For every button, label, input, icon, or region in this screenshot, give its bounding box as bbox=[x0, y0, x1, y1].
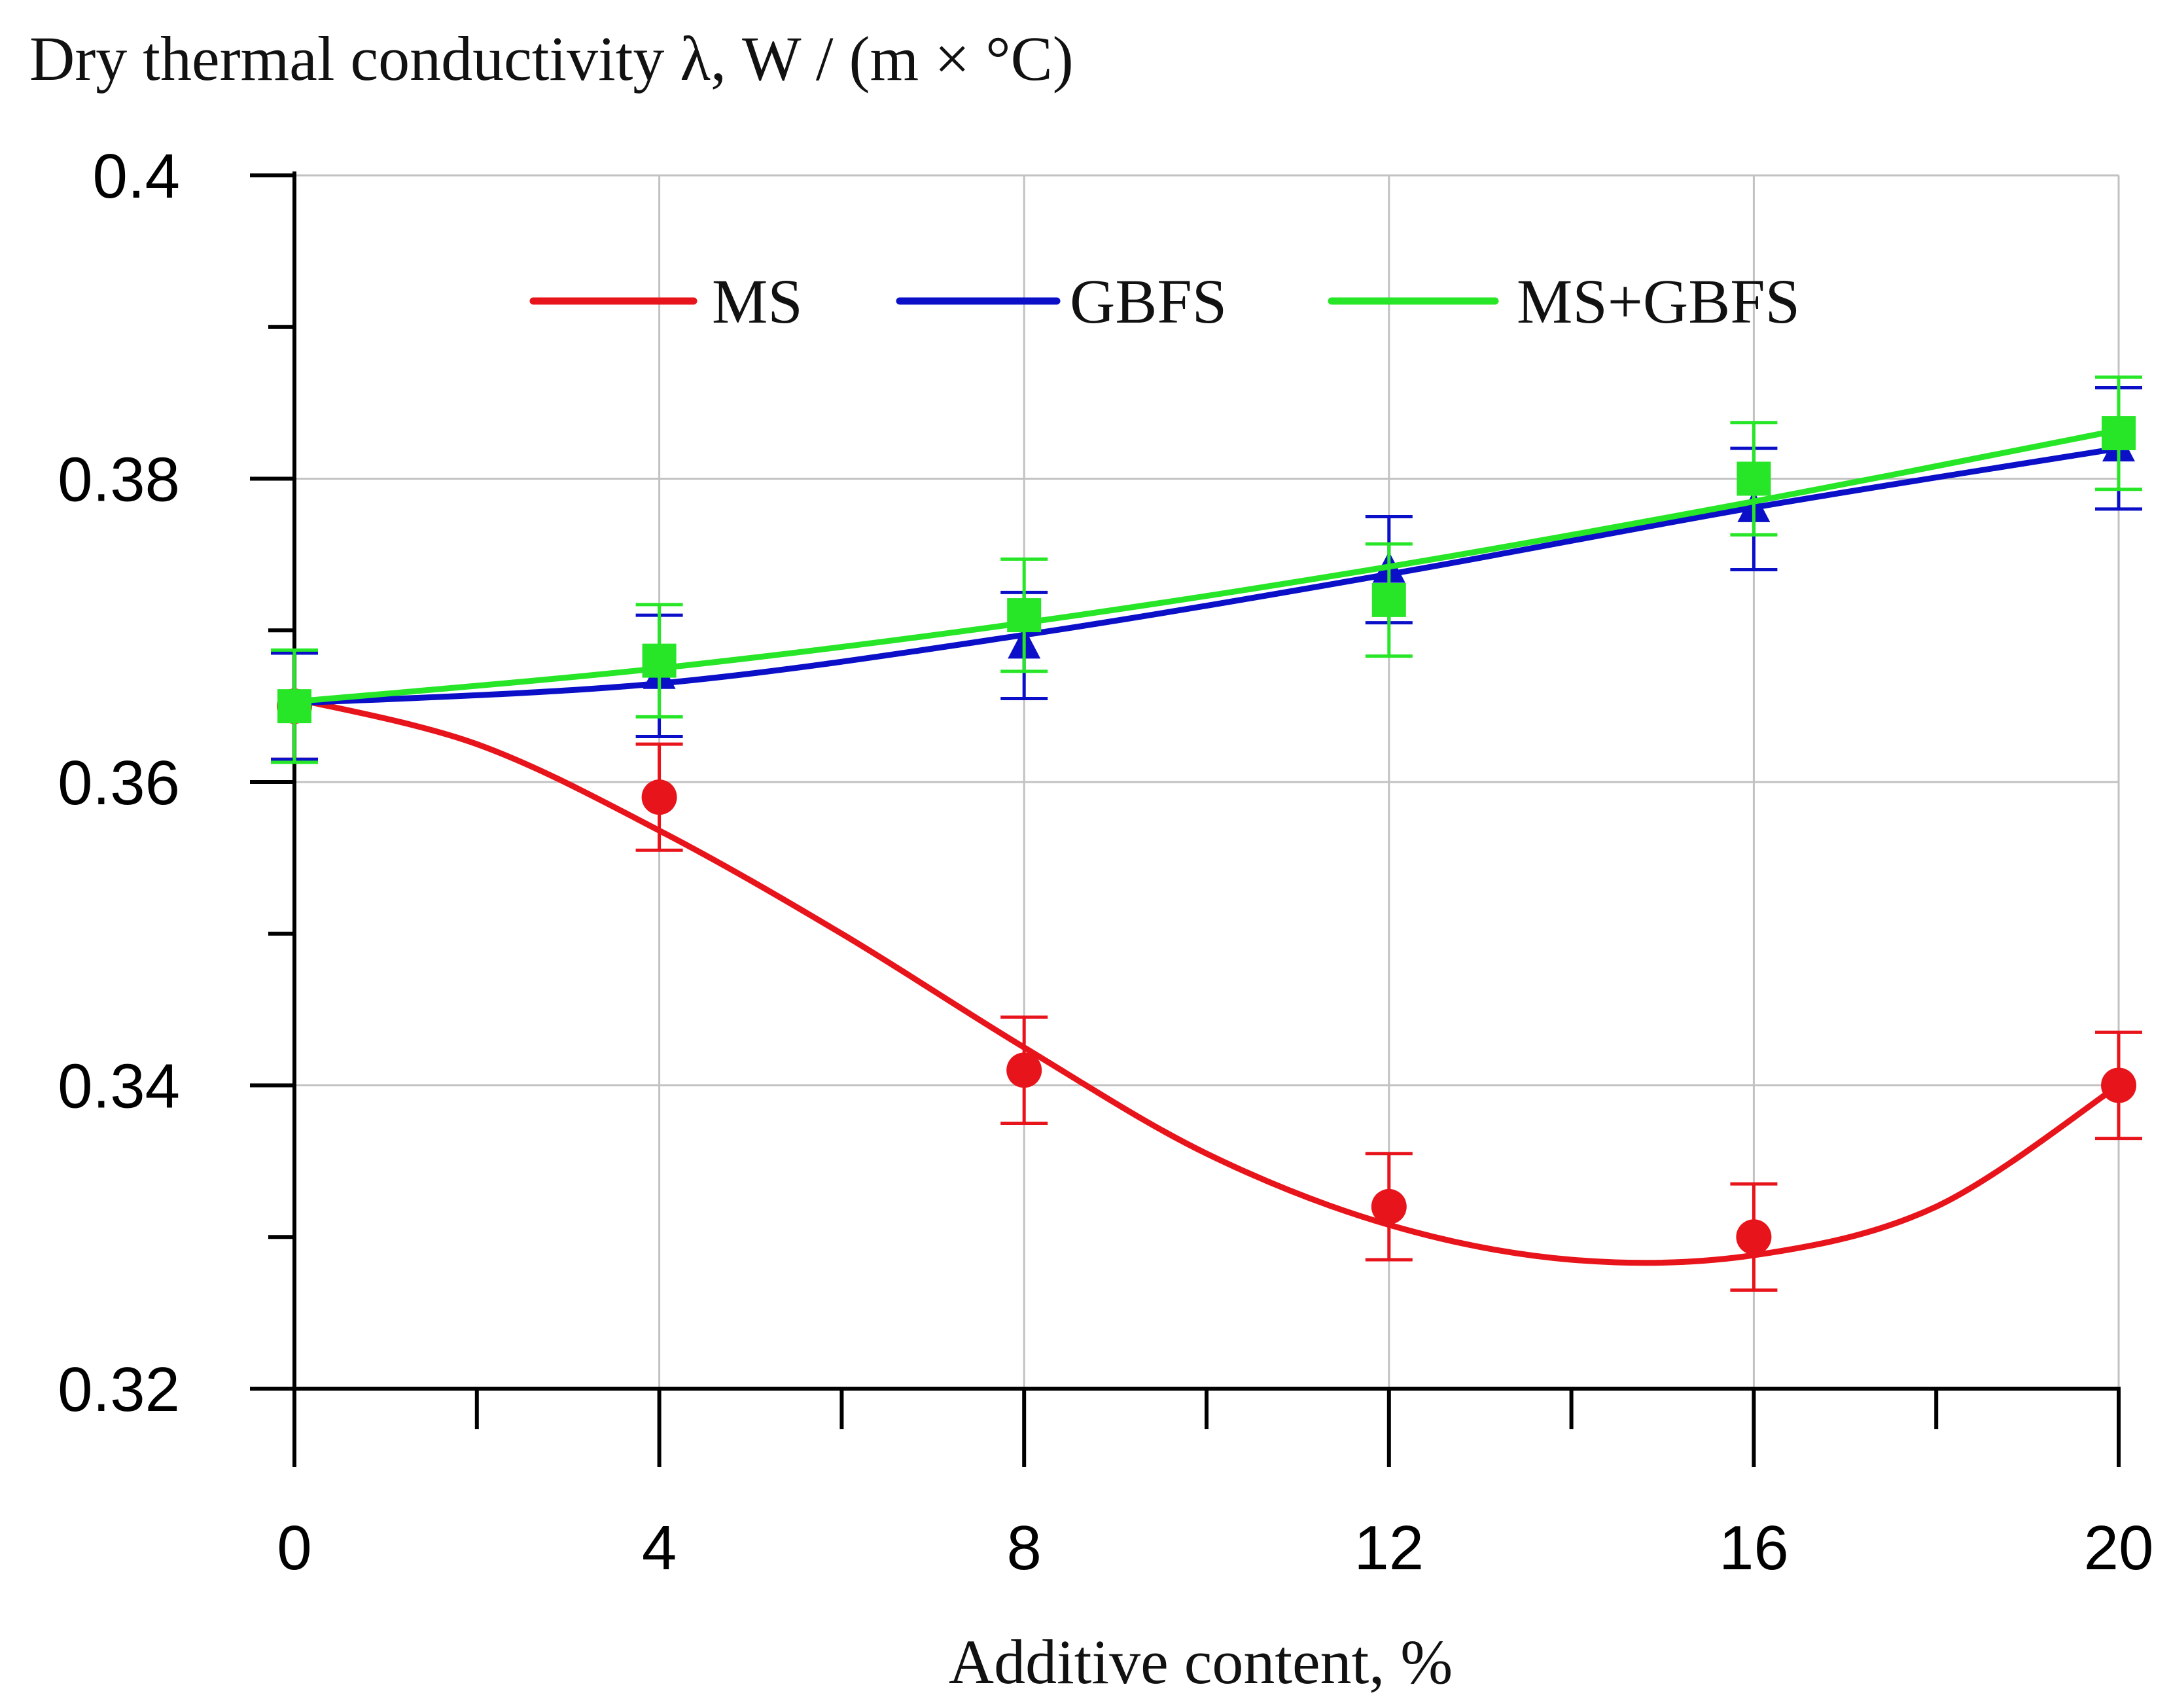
data-point-square bbox=[2102, 416, 2136, 450]
data-point-square bbox=[1371, 582, 1406, 617]
data-point-circle bbox=[1371, 1188, 1407, 1224]
series-line bbox=[291, 445, 2122, 706]
data-point-square bbox=[1007, 598, 1042, 633]
data-point-circle bbox=[1006, 1052, 1042, 1088]
legend-item: GBFS bbox=[896, 266, 1227, 336]
x-tick-label: 16 bbox=[1719, 1513, 1789, 1583]
series-gbfs bbox=[271, 385, 2142, 761]
x-tick-label: 4 bbox=[642, 1513, 677, 1583]
x-tick-label: 12 bbox=[1354, 1513, 1424, 1583]
y-tick-label: 0.4 bbox=[93, 141, 180, 211]
series-ms-gbfs bbox=[271, 375, 2142, 764]
x-tick-label: 20 bbox=[2084, 1513, 2154, 1583]
series bbox=[271, 375, 2142, 1292]
legend-item: MS+GBFS bbox=[1328, 266, 1800, 336]
data-point-square bbox=[277, 689, 311, 724]
x-tick-label: 0 bbox=[277, 1513, 311, 1583]
series-line bbox=[291, 427, 2122, 705]
series-line bbox=[291, 696, 2122, 1266]
series-ms bbox=[271, 651, 2142, 1292]
y-axis-title: Dry thermal conductivity λ, W / (m × °C) bbox=[29, 24, 1074, 94]
y-tick-label: 0.38 bbox=[58, 445, 180, 515]
data-point-circle bbox=[1736, 1219, 1772, 1255]
legend: MS GBFS MS+GBFS bbox=[529, 266, 1800, 336]
legend-label: GBFS bbox=[1070, 266, 1227, 336]
y-tick-label: 0.36 bbox=[58, 748, 180, 818]
legend-label: MS+GBFS bbox=[1517, 266, 1800, 336]
legend-label: MS bbox=[712, 266, 803, 336]
data-point-square bbox=[1737, 461, 1771, 496]
data-point-square bbox=[642, 643, 677, 678]
legend-item: MS bbox=[529, 266, 803, 336]
axes bbox=[250, 171, 2121, 1467]
grid bbox=[294, 174, 2120, 1389]
x-axis-title: Additive content, % bbox=[949, 1627, 1453, 1697]
data-point-circle bbox=[641, 779, 677, 815]
y-tick-label: 0.34 bbox=[58, 1052, 180, 1122]
data-point-circle bbox=[2101, 1067, 2136, 1103]
y-tick-label: 0.32 bbox=[58, 1355, 180, 1425]
x-tick-label: 8 bbox=[1007, 1513, 1042, 1583]
tick-labels: 0.32 0.34 0.36 0.38 0.4 0 4 8 12 16 20 bbox=[58, 141, 2153, 1583]
